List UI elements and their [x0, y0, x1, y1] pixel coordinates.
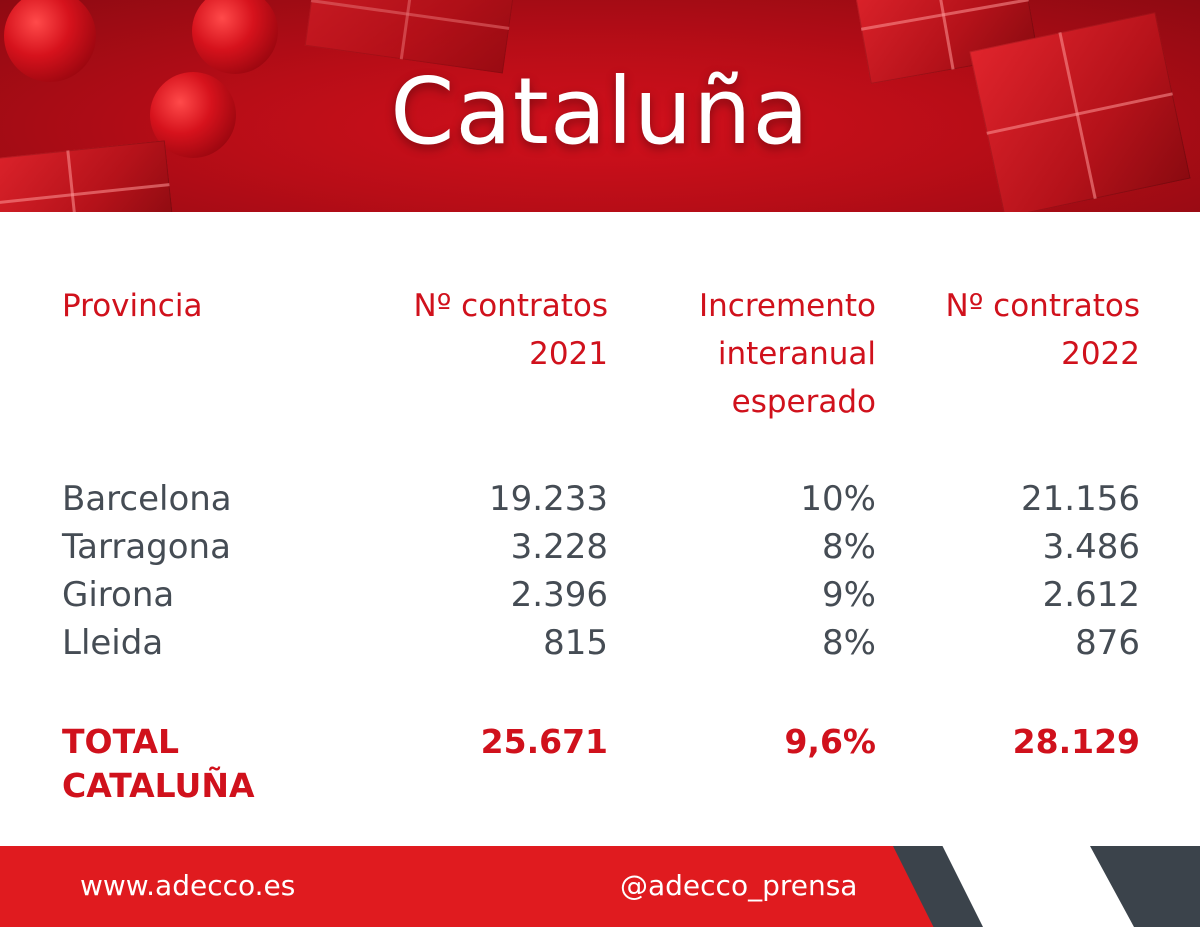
header-contratos-2022: Nº contratos 2022	[880, 282, 1140, 378]
cell-provincia: Girona	[62, 575, 175, 615]
header-banner: Cataluña	[0, 0, 1200, 212]
cell-contratos-2021: 815	[543, 623, 608, 663]
page-title: Cataluña	[390, 58, 810, 165]
website-link[interactable]: www.adecco.es	[80, 869, 296, 902]
total-label-line: CATALUÑA	[62, 766, 255, 805]
cell-incremento: 9%	[822, 575, 876, 615]
cell-contratos-2022: 2.612	[1042, 575, 1140, 615]
footer-bar	[0, 846, 978, 927]
total-label: TOTAL CATALUÑA	[62, 720, 255, 808]
christmas-ornament-icon	[4, 0, 96, 82]
total-contratos-2021: 25.671	[480, 722, 608, 761]
header-line: interanual	[717, 336, 876, 372]
header-line: Nº contratos	[413, 288, 608, 324]
header-line: Incremento	[698, 288, 876, 324]
header-line: 2022	[1061, 336, 1140, 372]
twitter-handle-link[interactable]: @adecco_prensa	[620, 869, 858, 902]
cell-incremento: 8%	[822, 623, 876, 663]
footer-stripe	[1090, 846, 1200, 927]
cell-contratos-2022: 3.486	[1042, 527, 1140, 567]
cell-provincia: Lleida	[62, 623, 164, 663]
header-line: Nº contratos	[945, 288, 1140, 324]
header-provincia: Provincia	[62, 288, 203, 324]
cell-contratos-2021: 2.396	[510, 575, 608, 615]
total-contratos-2022: 28.129	[1012, 722, 1140, 761]
cell-incremento: 8%	[822, 527, 876, 567]
total-incremento: 9,6%	[784, 722, 876, 761]
header-contratos-2021: Nº contratos 2021	[330, 282, 608, 378]
cell-provincia: Barcelona	[62, 479, 232, 519]
header-line: esperado	[731, 384, 876, 420]
cell-provincia: Tarragona	[62, 527, 231, 567]
cell-contratos-2022: 876	[1075, 623, 1140, 663]
christmas-ornament-icon	[192, 0, 278, 74]
header-line: 2021	[529, 336, 608, 372]
total-label-line: TOTAL	[62, 722, 180, 761]
cell-contratos-2021: 19.233	[489, 479, 608, 519]
cell-incremento: 10%	[800, 479, 876, 519]
cell-contratos-2021: 3.228	[510, 527, 608, 567]
header-incremento: Incremento interanual esperado	[620, 282, 876, 426]
cell-contratos-2022: 21.156	[1021, 479, 1140, 519]
footer: www.adecco.es @adecco_prensa	[0, 846, 1200, 927]
